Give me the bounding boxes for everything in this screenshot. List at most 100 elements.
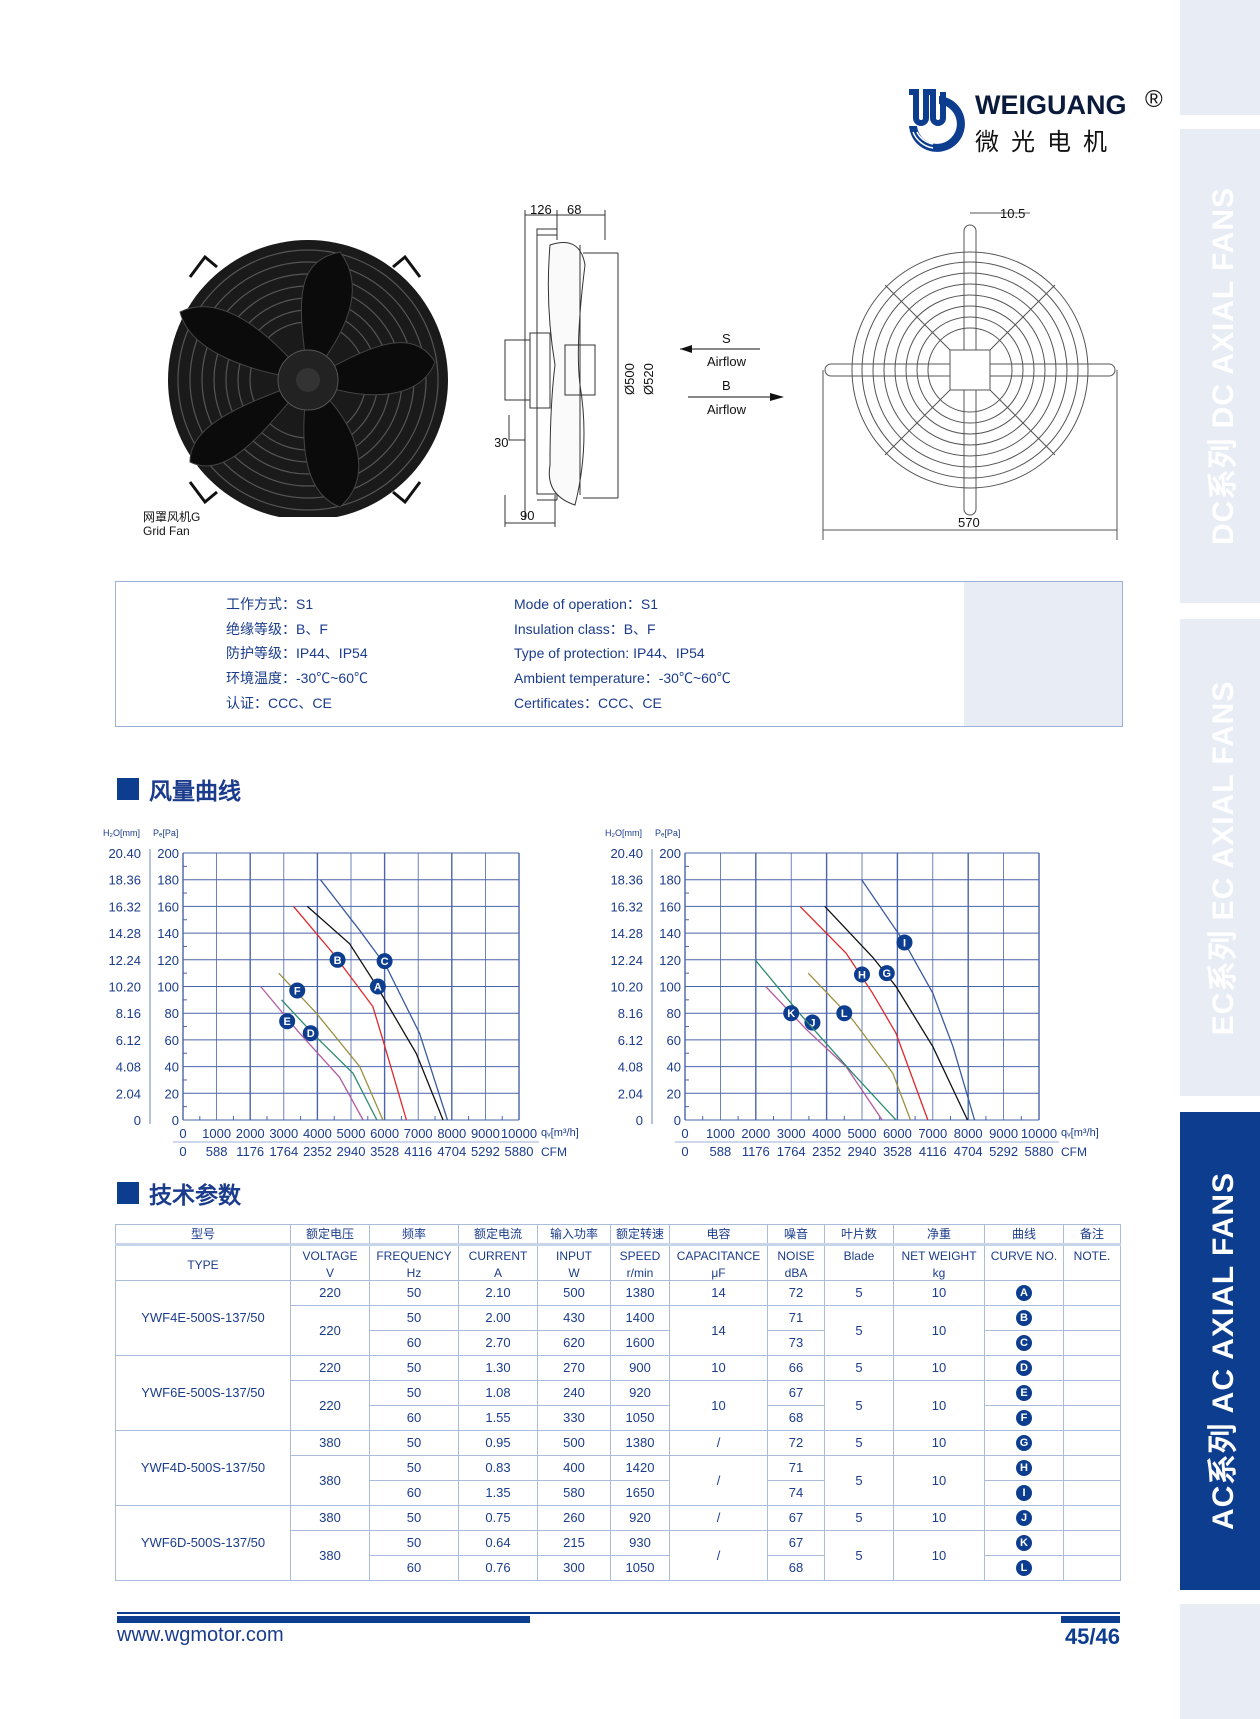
curve-badge: A (1016, 1285, 1032, 1301)
input: 300 (537, 1555, 611, 1581)
capacitance: 10 (669, 1355, 768, 1381)
x-tick-label: 1000 (706, 1126, 735, 1141)
voltage: 380 (290, 1530, 370, 1581)
noise: 74 (767, 1480, 825, 1506)
spec-cn-3: 环境温度：-30℃~60℃ (226, 670, 368, 686)
curve-no: F (984, 1405, 1064, 1431)
capacitance: 14 (669, 1305, 768, 1356)
blade: 5 (824, 1305, 894, 1356)
sidebar-tab-dc[interactable]: DC系列 DC AXIAL FANS (1180, 129, 1260, 603)
freq: 50 (369, 1305, 459, 1331)
y2-tick-label: 18.36 (610, 873, 643, 888)
note (1063, 1555, 1121, 1581)
header-en: NOISE dBA (767, 1244, 825, 1281)
y2-tick-label: 14.28 (108, 926, 141, 941)
table-row: YWF4D-500S-137/50 380 50 0.95 500 1380/72 5 10 G (115, 1430, 1121, 1506)
speed: 930 (610, 1530, 670, 1556)
speed: 920 (610, 1380, 670, 1406)
x-tick-label: 0 (179, 1126, 186, 1141)
header-en: Blade (824, 1244, 894, 1281)
capacitance: / (669, 1505, 768, 1531)
x2-tick-label: 588 (710, 1144, 732, 1159)
curve-i (861, 879, 976, 1121)
side-view-drawing: 126 68 30 90 Ø500 Ø520 (495, 205, 656, 527)
sidebar-tab-label: AC系列 AC AXIAL FANS (1207, 1171, 1240, 1531)
freq: 50 (369, 1505, 459, 1531)
airflow-chart-right: 02040608010012014016018020002.044.086.12… (605, 828, 1099, 1159)
table-row: YWF6E-500S-137/50 220 50 1.30 270 900 10 66 5 10 D (115, 1355, 1121, 1431)
weight: 10 (893, 1305, 985, 1356)
brand-name-cn: 微光电机 (975, 129, 1119, 156)
spec-box: 工作方式：S1 绝缘等级：B、F 防护等级：IP44、IP54 环境温度：-30… (115, 581, 1123, 727)
curve-marker-g (878, 965, 895, 982)
noise: 67 (767, 1380, 825, 1406)
footer-bar (117, 1616, 530, 1623)
registered-mark: ® (1145, 86, 1163, 113)
spec-en-3: Ambient temperature：-30℃~60℃ (514, 670, 731, 686)
header-cn: 曲线 (984, 1224, 1064, 1246)
website-link[interactable]: www.wgmotor.com (117, 1624, 284, 1646)
y2-tick-label: 18.36 (108, 873, 141, 888)
curve-badge: G (1016, 1435, 1032, 1451)
voltage: 220 (290, 1380, 370, 1431)
header-en-label: Blade (843, 1249, 875, 1263)
table-row: YWF4E-500S-137/50 220 50 2.10 500 1380 14 72 5 10… (115, 1280, 1121, 1356)
input: 260 (537, 1505, 611, 1531)
note (1063, 1330, 1121, 1356)
header-en-label: NET WEIGHT (901, 1249, 977, 1263)
header-en: INPUT W (537, 1244, 611, 1281)
capacitance: 10 (669, 1380, 768, 1431)
x-tick-label: 4000 (303, 1126, 332, 1141)
capacitance: / (669, 1455, 768, 1506)
y-tick-label: 120 (157, 953, 179, 968)
header-cn: 净重 (893, 1224, 985, 1246)
weight: 10 (893, 1530, 985, 1581)
y2-tick-label: 4.08 (116, 1060, 141, 1075)
section-title-params: 技术参数 (117, 1176, 241, 1210)
y-tick-label: 200 (659, 846, 681, 861)
curve-badge: C (1016, 1335, 1032, 1351)
curve-label: L (841, 1008, 848, 1020)
header-en-label: CURRENT (468, 1249, 528, 1263)
brand-name: WEIGUANG (975, 90, 1127, 120)
dim-90: 90 (520, 508, 534, 523)
y-tick-label: 80 (165, 1006, 179, 1021)
y-tick-label: 60 (667, 1033, 681, 1048)
curve-label: G (882, 968, 891, 980)
spec-cn-1: 绝缘等级：B、F (226, 621, 328, 637)
arrow-right-icon (688, 393, 784, 401)
airflow-s-label: S (722, 331, 731, 346)
curve-label: E (283, 1016, 290, 1028)
note (1063, 1430, 1121, 1456)
sidebar-tab-ac[interactable]: AC系列 AC AXIAL FANS (1180, 1112, 1260, 1590)
header-en: CURRENT A (458, 1244, 538, 1281)
section-title-text: 风量曲线 (149, 778, 241, 804)
speed: 900 (610, 1355, 670, 1381)
curve-label: D (307, 1028, 315, 1040)
header-cn: 型号 (115, 1224, 291, 1246)
y2-tick-label: 10.20 (108, 980, 141, 995)
x2-tick-label: 1764 (269, 1144, 298, 1159)
header-cn: 额定电压 (290, 1224, 370, 1246)
curve-b (293, 905, 408, 1121)
noise: 72 (767, 1280, 825, 1306)
current: 0.75 (458, 1505, 538, 1531)
freq: 60 (369, 1330, 459, 1356)
freq: 50 (369, 1355, 459, 1381)
curve-e (260, 986, 364, 1121)
speed: 1380 (610, 1430, 670, 1456)
x-tick-label: 3000 (269, 1126, 298, 1141)
header-unit: W (568, 1266, 580, 1280)
airflow-legend: S Airflow B Airflow (680, 329, 790, 419)
header-en: FREQUENCY Hz (369, 1244, 459, 1281)
y2-tick-label: 2.04 (618, 1086, 643, 1101)
y-tick-label: 80 (667, 1006, 681, 1021)
y-tick-label: 20 (165, 1086, 179, 1101)
y2-tick-label: 10.20 (610, 980, 643, 995)
curve-marker-i (896, 934, 913, 951)
noise: 66 (767, 1355, 825, 1381)
curve-badge: L (1016, 1560, 1032, 1576)
section-title-text: 技术参数 (149, 1182, 241, 1208)
sidebar-tab-ec[interactable]: EC系列 EC AXIAL FANS (1180, 619, 1260, 1096)
airflow-s-text: Airflow (707, 354, 747, 369)
